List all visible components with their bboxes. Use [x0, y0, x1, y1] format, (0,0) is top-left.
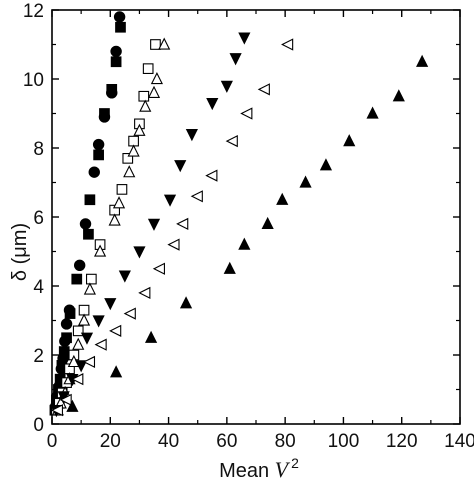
y-axis-ticks: 0 2 4 6 8 10 12: [23, 1, 460, 436]
data-point-filled-triangle-down: [93, 316, 103, 326]
data-point-open-triangle-up: [73, 339, 83, 349]
data-point-filled-triangle-down: [165, 195, 175, 205]
data-point-filled-square: [94, 150, 104, 160]
data-point-filled-triangle-up: [321, 159, 331, 169]
data-point-open-triangle-left: [241, 108, 251, 118]
x-axis-title-superscript: 2: [291, 455, 299, 471]
data-point-filled-triangle-down: [149, 219, 159, 229]
x-tick-label: 140: [444, 431, 474, 452]
x-tick-label: 0: [47, 431, 58, 452]
data-point-open-triangle-up: [149, 87, 159, 97]
data-point-filled-triangle-up: [225, 263, 235, 273]
y-tick-label: 2: [33, 346, 44, 367]
data-markers: [50, 12, 427, 416]
data-point-filled-circle: [74, 260, 84, 270]
x-axis-title-variable: V: [275, 457, 291, 482]
data-point-open-triangle-up: [152, 73, 162, 83]
data-point-open-triangle-left: [84, 357, 94, 367]
data-point-open-triangle-up: [85, 284, 95, 294]
x-axis-ticks: 0 20 40 60 80 100 120 140: [47, 10, 474, 452]
x-tick-label: 120: [386, 431, 418, 452]
data-point-open-triangle-left: [259, 84, 269, 94]
x-tick-label: 100: [328, 431, 360, 452]
data-point-filled-triangle-down: [120, 271, 130, 281]
data-point-filled-triangle-down: [175, 161, 185, 171]
y-tick-label: 12: [23, 1, 44, 22]
data-point-open-triangle-up: [140, 101, 150, 111]
y-tick-label: 8: [33, 139, 44, 160]
data-point-filled-triangle-up: [417, 56, 427, 66]
data-point-filled-triangle-down: [105, 299, 115, 309]
data-point-open-triangle-left: [169, 239, 179, 249]
data-point-open-triangle-left: [96, 339, 106, 349]
data-point-filled-triangle-down: [239, 33, 249, 43]
data-point-filled-triangle-down: [207, 99, 217, 109]
data-point-filled-square: [65, 309, 75, 319]
data-point-open-triangle-up: [114, 197, 124, 207]
data-point-filled-triangle-up: [300, 177, 310, 187]
data-point-filled-square: [100, 109, 110, 119]
data-point-open-square: [87, 274, 97, 284]
data-point-filled-square: [59, 347, 69, 357]
data-point-filled-triangle-up: [344, 135, 354, 145]
data-point-filled-triangle-up: [239, 239, 249, 249]
y-tick-label: 4: [33, 277, 44, 298]
data-point-open-triangle-up: [79, 315, 89, 325]
data-point-filled-triangle-down: [82, 333, 92, 343]
y-tick-label: 0: [33, 415, 44, 436]
data-point-filled-circle: [93, 139, 103, 149]
data-point-open-square: [117, 185, 127, 195]
data-point-filled-square: [85, 195, 95, 205]
data-point-open-square: [151, 40, 161, 50]
data-point-filled-triangle-up: [277, 194, 287, 204]
x-axis-title-prefix: Mean: [219, 460, 275, 482]
data-point-open-triangle-left: [154, 264, 164, 274]
x-tick-label: 40: [158, 431, 179, 452]
y-axis-title: δ (μm): [9, 223, 31, 281]
data-point-filled-triangle-up: [146, 332, 156, 342]
data-point-filled-circle: [80, 219, 90, 229]
data-point-open-triangle-left: [139, 288, 149, 298]
x-tick-label: 60: [216, 431, 237, 452]
data-point-filled-triangle-up: [394, 90, 404, 100]
data-point-open-triangle-left: [125, 308, 135, 318]
data-point-open-triangle-left: [282, 39, 292, 49]
data-point-filled-triangle-down: [134, 247, 144, 257]
y-tick-label: 6: [33, 208, 44, 229]
data-point-open-triangle-left: [177, 219, 187, 229]
data-point-filled-triangle-down: [222, 81, 232, 91]
data-point-filled-triangle-down: [187, 130, 197, 140]
data-point-open-triangle-up: [128, 146, 138, 156]
data-point-filled-circle: [111, 46, 121, 56]
data-point-filled-square: [107, 85, 117, 95]
data-point-open-square: [143, 64, 153, 74]
x-tick-label: 20: [100, 431, 121, 452]
data-point-open-triangle-left: [227, 136, 237, 146]
data-point-filled-circle: [61, 319, 71, 329]
data-point-open-triangle-up: [124, 166, 134, 176]
data-point-filled-circle: [114, 12, 124, 22]
data-point-filled-square: [111, 57, 121, 67]
data-point-open-square: [139, 91, 149, 101]
data-point-open-triangle-left: [206, 170, 216, 180]
data-point-filled-triangle-up: [262, 218, 272, 228]
data-point-open-triangle-left: [192, 191, 202, 201]
data-point-filled-square: [116, 22, 126, 32]
data-point-filled-triangle-down: [230, 54, 240, 64]
data-point-filled-square: [62, 333, 72, 343]
data-point-open-triangle-left: [110, 326, 120, 336]
data-point-filled-triangle-up: [181, 297, 191, 307]
x-tick-label: 80: [275, 431, 296, 452]
y-tick-label: 10: [23, 70, 44, 91]
data-point-filled-square: [84, 229, 94, 239]
data-point-filled-triangle-up: [111, 366, 121, 376]
data-point-open-triangle-up: [109, 215, 119, 225]
data-point-filled-triangle-up: [367, 108, 377, 118]
data-point-filled-circle: [89, 167, 99, 177]
data-point-filled-square: [72, 274, 82, 284]
data-point-open-square: [73, 326, 83, 336]
